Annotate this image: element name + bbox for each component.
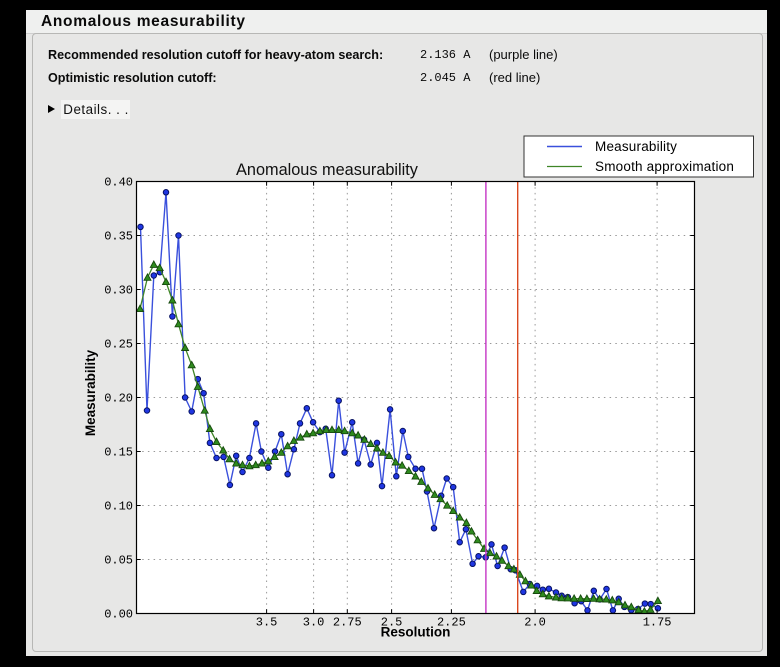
svg-text:1.75: 1.75: [643, 616, 672, 630]
svg-text:2.5: 2.5: [381, 616, 403, 630]
svg-text:Anomalous measurability: Anomalous measurability: [236, 161, 419, 179]
svg-text:2.0: 2.0: [524, 616, 546, 630]
svg-text:2.75: 2.75: [333, 616, 362, 630]
svg-text:0.20: 0.20: [104, 392, 133, 406]
svg-text:0.00: 0.00: [104, 608, 133, 622]
svg-text:0.40: 0.40: [104, 176, 133, 190]
svg-text:Smooth approximation: Smooth approximation: [595, 159, 734, 174]
svg-text:Measurability: Measurability: [83, 349, 98, 436]
svg-text:0.05: 0.05: [104, 554, 133, 568]
svg-text:3.0: 3.0: [303, 616, 325, 630]
svg-text:2.25: 2.25: [437, 616, 466, 630]
svg-text:3.5: 3.5: [256, 616, 278, 630]
svg-text:0.15: 0.15: [104, 446, 133, 460]
svg-text:Resolution: Resolution: [381, 625, 451, 640]
svg-text:0.10: 0.10: [104, 500, 133, 514]
svg-text:0.25: 0.25: [104, 338, 133, 352]
svg-text:0.30: 0.30: [104, 284, 133, 298]
svg-text:0.35: 0.35: [104, 230, 133, 244]
svg-text:Measurability: Measurability: [595, 139, 677, 154]
